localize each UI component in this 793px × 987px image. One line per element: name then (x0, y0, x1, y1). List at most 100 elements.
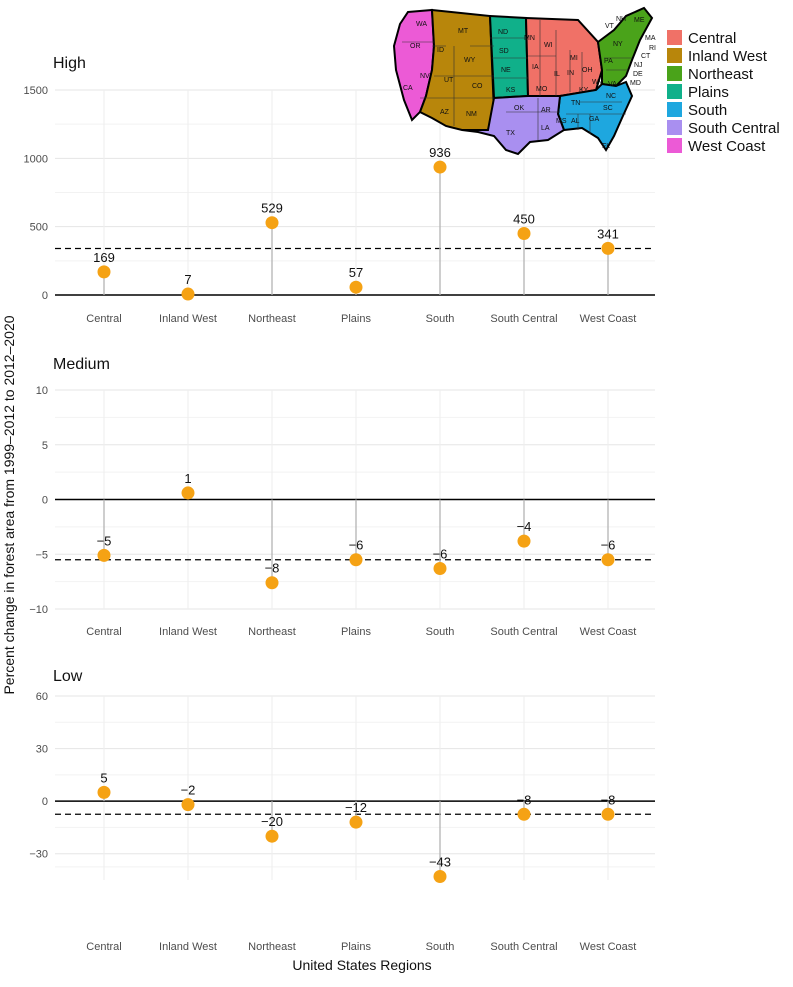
lollipop-point (601, 553, 615, 567)
map-state-labels: WA OR CA NV ID MT WY UT CO AZ NM ND SD N… (403, 16, 656, 150)
data-label: −12 (345, 800, 367, 815)
state-label-nm: NM (466, 111, 477, 118)
lollipop-point (433, 561, 447, 575)
map-central-region (524, 16, 604, 97)
state-label-ia: IA (532, 64, 539, 71)
panel-low: Low −30 0 30 60 5 −2 −20 −12 −43 −8 −8 Central Inland… (29, 668, 655, 953)
category-label: Northeast (248, 313, 296, 325)
category-label: Central (86, 313, 121, 325)
state-label-nc: NC (606, 93, 616, 100)
state-label-sd: SD (499, 48, 509, 55)
state-label-mo: MO (536, 86, 548, 93)
lollipop-point (265, 576, 279, 590)
legend-label: West Coast (688, 138, 766, 155)
data-label: −6 (349, 538, 364, 553)
lollipop-point (433, 160, 447, 174)
state-label-nv: NV (420, 73, 430, 80)
legend-label: Northeast (688, 66, 754, 83)
data-label: −20 (261, 814, 283, 829)
lollipop-point (349, 553, 363, 567)
lollipop-point (265, 829, 279, 843)
data-label: 7 (184, 272, 191, 287)
lollipop-point (97, 548, 111, 562)
y-tick-label: 1000 (24, 153, 48, 165)
map-state-borders (402, 20, 632, 140)
state-label-ks: KS (506, 87, 516, 94)
category-label: West Coast (580, 941, 637, 953)
category-label: West Coast (580, 626, 637, 638)
state-label-ca: CA (403, 85, 413, 92)
y-tick-label: 0 (42, 290, 48, 302)
panel-high: High 0 500 1000 1500 169 7 529 57 936 450 341 Centra… (24, 55, 655, 325)
state-label-ut: UT (444, 77, 454, 84)
state-label-ky: KY (579, 87, 589, 94)
category-label: Inland West (159, 313, 217, 325)
lollipop-point (265, 216, 279, 230)
category-label: Inland West (159, 626, 217, 638)
category-label: South Central (490, 313, 557, 325)
y-tick-label: −5 (35, 549, 48, 561)
x-axis-title: United States Regions (292, 957, 431, 973)
lollipop-point (349, 815, 363, 829)
lollipop-point (517, 534, 531, 548)
lollipop-point (181, 287, 195, 301)
category-label: Central (86, 941, 121, 953)
lollipop-point (601, 807, 615, 821)
category-label: South Central (490, 626, 557, 638)
legend-swatch (667, 30, 682, 45)
state-label-mn: MN (524, 35, 535, 42)
state-label-ri: RI (649, 45, 656, 52)
state-label-ga: GA (589, 116, 599, 123)
lollipop-point (349, 280, 363, 294)
state-label-nd: ND (498, 29, 508, 36)
category-label: South (426, 313, 455, 325)
y-tick-label: 500 (30, 222, 48, 234)
state-label-oh: OH (582, 67, 593, 74)
us-region-map: WA OR CA NV ID MT WY UT CO AZ NM ND SD N… (392, 6, 656, 156)
legend-swatch (667, 120, 682, 135)
data-label: −4 (517, 519, 532, 534)
legend-label: Plains (688, 84, 729, 101)
category-label: South (426, 626, 455, 638)
lollipop-point (181, 798, 195, 812)
state-label-wa: WA (416, 21, 427, 28)
category-label: Plains (341, 313, 371, 325)
map-south-region (556, 80, 634, 152)
category-label: Inland West (159, 941, 217, 953)
state-label-ok: OK (514, 105, 524, 112)
lollipop-point (97, 265, 111, 279)
state-label-de: DE (633, 71, 643, 78)
state-label-in: IN (567, 70, 574, 77)
category-label: Plains (341, 626, 371, 638)
state-label-fl: FL (602, 143, 610, 150)
state-label-sc: SC (603, 105, 613, 112)
y-tick-label: 30 (36, 744, 48, 756)
state-label-wv: WV (592, 79, 604, 86)
y-tick-label: 60 (36, 691, 48, 703)
category-label: Plains (341, 941, 371, 953)
y-tick-label: −30 (29, 849, 48, 861)
data-label: 936 (429, 145, 451, 160)
panel-title: Low (53, 668, 83, 685)
lollipop-point (181, 486, 195, 500)
state-label-vt: VT (605, 23, 615, 30)
lollipop-point (517, 807, 531, 821)
state-label-ar: AR (541, 107, 551, 114)
legend-swatch (667, 48, 682, 63)
legend-swatch (667, 138, 682, 153)
state-label-nj: NJ (634, 62, 643, 69)
panel-medium: Medium −10 −5 0 5 10 −5 1 −8 −6 −6 −4 −6 Central Inlan… (29, 356, 655, 638)
state-label-wy: WY (464, 57, 476, 64)
data-label: 450 (513, 212, 535, 227)
state-label-co: CO (472, 83, 483, 90)
map-south-central-region (461, 95, 566, 156)
state-label-ms: MS (556, 118, 567, 125)
data-label: 169 (93, 250, 115, 265)
panel-title: Medium (53, 356, 110, 373)
legend-label: South (688, 102, 727, 119)
data-label: 341 (597, 226, 619, 241)
panels: High050010001500169752957936450341Centra… (24, 55, 655, 953)
data-label: −43 (429, 854, 451, 869)
data-label: −2 (181, 783, 196, 798)
